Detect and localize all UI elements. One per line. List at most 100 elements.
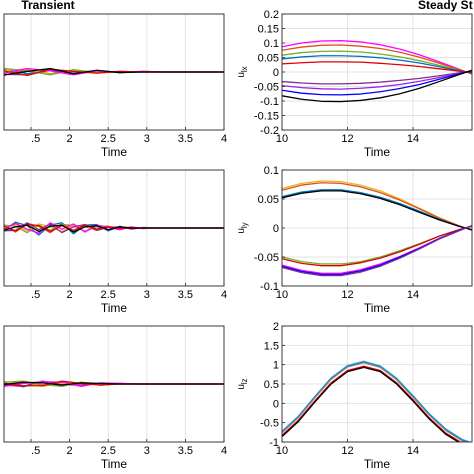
x-tick-label: 12: [341, 289, 353, 301]
y-tick-label: 2: [273, 321, 279, 333]
series-line-8: [282, 69, 472, 96]
series-line-3: [282, 50, 472, 75]
series-line-9: [282, 69, 472, 103]
x-tick-label: 2: [67, 445, 73, 457]
x-tick-label: 3.5: [178, 289, 193, 301]
x-tick-label: 4: [221, 133, 227, 145]
x-tick-label: 14: [407, 445, 419, 457]
series-line-9: [282, 225, 472, 277]
y-axis-label: ulx: [236, 66, 249, 77]
x-tick-label: 4: [221, 289, 227, 301]
y-tick-label: -0.2: [260, 125, 279, 137]
y-tick-label: -0.15: [254, 111, 279, 123]
y-axis-label-subscript: ly: [240, 222, 249, 228]
series-group: [4, 380, 224, 388]
x-tick-label: 4: [221, 445, 227, 457]
y-tick-label: 0.05: [258, 53, 279, 65]
x-tick-label: 12: [341, 445, 353, 457]
y-tick-label: -0.1: [260, 281, 279, 293]
series-line-6: [282, 70, 472, 85]
y-axis-label-main: u: [236, 72, 247, 78]
y-axis-label-main: u: [236, 228, 247, 234]
x-tick-label: 2: [67, 289, 73, 301]
series-group: [4, 67, 224, 77]
series-line-7: [282, 70, 472, 90]
series-line-8: [4, 224, 224, 233]
x-axis-label: Time: [101, 301, 128, 315]
series-line-5: [282, 61, 472, 74]
series-line-6: [282, 225, 472, 267]
y-axis-label-subscript: lz: [240, 378, 249, 384]
x-tick-label: 2: [67, 133, 73, 145]
right-column-title: Steady St: [418, 0, 473, 12]
y-tick-label: 0.05: [258, 194, 279, 206]
series-line-4: [282, 365, 462, 442]
x-tick-label: 10: [276, 445, 288, 457]
y-tick-label: -0.05: [254, 82, 279, 94]
x-tick-label: 12: [341, 133, 353, 145]
axes-box: [3, 13, 225, 131]
x-axis-label: Time: [101, 145, 128, 159]
x-tick-label: .5: [31, 289, 40, 301]
series-group: [282, 180, 472, 277]
series-group: [4, 221, 224, 236]
x-tick-label: 14: [407, 133, 419, 145]
series-line-8: [4, 381, 224, 386]
x-axis-label: Time: [364, 301, 391, 315]
panel-transient-x: .5 2 2.5 3 3.5 4 Time: [3, 13, 227, 159]
panel-steady-z: 10 12 14 -1 -0.5 0 0.5 1 1.5 2 Time ulz: [236, 321, 473, 471]
y-tick-label: 0.2: [264, 9, 279, 21]
y-tick-label: 0: [273, 398, 279, 410]
series-group: [282, 40, 472, 103]
x-tick-label: 3: [144, 289, 150, 301]
y-tick-label: -0.1: [260, 96, 279, 108]
series-line-2: [282, 44, 472, 75]
series-group: [282, 360, 472, 442]
y-tick-label: 0.15: [258, 24, 279, 36]
y-tick-label: 1: [273, 360, 279, 372]
series-line-1: [282, 40, 472, 75]
y-tick-label: 0: [273, 223, 279, 235]
y-tick-label: 1.5: [264, 340, 279, 352]
panel-transient-z: .5 2 2.5 3 3.5 4 Time: [3, 325, 227, 471]
series-line-3: [282, 362, 469, 442]
x-tick-label: 3.5: [178, 133, 193, 145]
y-tick-label: 0.1: [264, 165, 279, 177]
panel-steady-x: 10 12 14 -0.2 -0.15 -0.1 -0.05 0 0.05 0.1 0.15 0.2 T…: [236, 9, 473, 159]
panel-steady-y: 10 12 14 -0.1 -0.05 0 0.05 0.1 Time uly: [236, 165, 473, 315]
x-tick-label: 3: [144, 133, 150, 145]
x-tick-label: .5: [31, 445, 40, 457]
series-line-4: [282, 190, 472, 231]
y-tick-label: 0.1: [264, 38, 279, 50]
x-tick-label: 2.5: [101, 445, 116, 457]
y-tick-label: 0: [273, 67, 279, 79]
x-tick-label: 14: [407, 289, 419, 301]
series-line-2: [282, 182, 472, 231]
x-axis-label: Time: [364, 145, 391, 159]
x-tick-label: 3: [144, 445, 150, 457]
panel-transient-y: .5 2 2.5 3 3.5 4 Time: [3, 169, 227, 315]
y-axis-label-main: u: [236, 384, 247, 390]
axes-box: [3, 325, 225, 443]
series-line-5: [282, 366, 460, 442]
left-column-title: Transient: [21, 0, 74, 12]
y-tick-label: -0.05: [254, 252, 279, 264]
x-axis-label: Time: [364, 457, 391, 471]
y-axis-label-subscript: lx: [240, 66, 249, 72]
x-tick-label: 10: [276, 133, 288, 145]
y-tick-label: -1: [269, 437, 279, 449]
y-axis-label: ulz: [236, 378, 249, 389]
x-tick-label: 2.5: [101, 289, 116, 301]
x-tick-label: 10: [276, 289, 288, 301]
x-tick-label: 2.5: [101, 133, 116, 145]
y-tick-label: -0.5: [260, 418, 279, 430]
x-tick-label: 3.5: [178, 445, 193, 457]
x-tick-label: .5: [31, 133, 40, 145]
series-line-8: [4, 67, 224, 76]
x-axis-label: Time: [101, 457, 128, 471]
axes-box: [3, 169, 225, 287]
series-line-4: [282, 55, 472, 74]
y-tick-label: 0.5: [264, 379, 279, 391]
